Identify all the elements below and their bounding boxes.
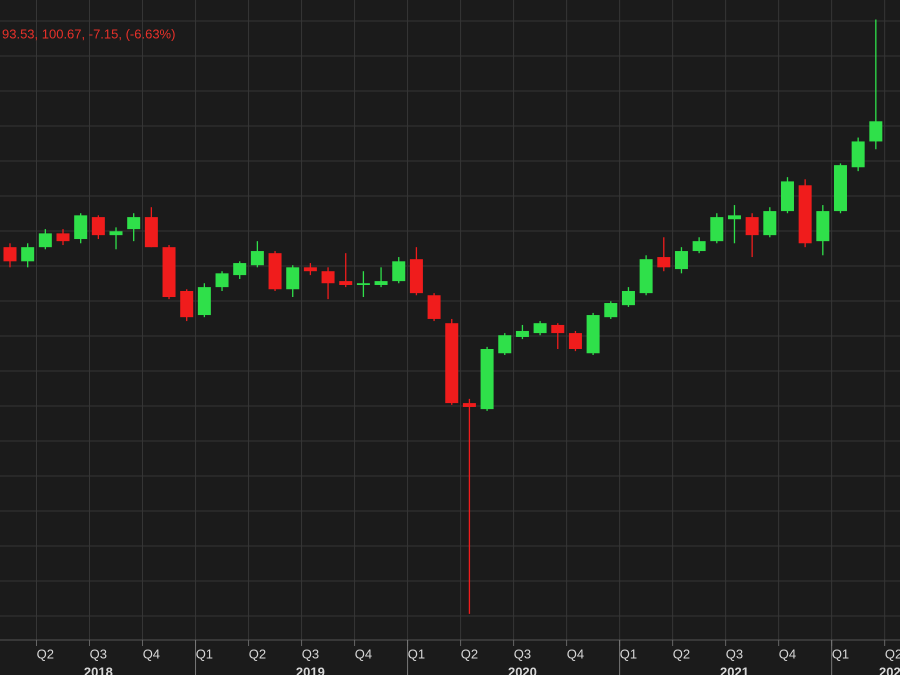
candle-body	[710, 217, 724, 242]
candle-body	[498, 335, 512, 354]
candle-body	[3, 247, 17, 262]
candle-body	[727, 215, 741, 220]
candle-body	[798, 185, 812, 244]
year-label: 2021	[720, 664, 749, 675]
candle-body	[197, 287, 211, 316]
candle-body	[533, 323, 547, 334]
x-tick-label: Q3	[302, 646, 319, 661]
x-tick-label: Q1	[620, 646, 637, 661]
candle-body	[392, 261, 406, 282]
candle-body	[74, 215, 88, 240]
candle-body	[657, 257, 671, 268]
candle-body	[233, 263, 247, 276]
x-tick-label: Q4	[567, 646, 584, 661]
candle-body	[215, 273, 229, 288]
candle-body	[109, 231, 123, 236]
candle-body	[127, 217, 141, 230]
x-tick-label: Q2	[673, 646, 690, 661]
candle-body	[586, 315, 600, 354]
candle-body	[780, 181, 794, 212]
x-tick-label: Q4	[143, 646, 160, 661]
candle-body	[180, 291, 194, 318]
candle-body	[162, 247, 176, 298]
candle-body	[869, 121, 883, 142]
x-tick-label: Q2	[249, 646, 266, 661]
candle-body	[763, 211, 777, 236]
candle-body	[745, 217, 759, 236]
candle-body	[816, 211, 830, 242]
x-tick-label: Q1	[832, 646, 849, 661]
x-tick-label: Q3	[514, 646, 531, 661]
candle-body	[604, 303, 618, 318]
candles	[3, 19, 883, 614]
year-label: 2019	[296, 664, 325, 675]
header-readout: 93.53, 100.67, -7.15, (-6.63%)	[2, 26, 175, 41]
candle-body	[851, 141, 865, 168]
x-tick-label: Q2	[461, 646, 478, 661]
candle-body	[268, 253, 282, 290]
candle-body	[674, 251, 688, 270]
candle-body	[639, 259, 653, 294]
candle-body	[551, 324, 565, 334]
x-tick-label: Q3	[726, 646, 743, 661]
year-label: 2020	[508, 664, 537, 675]
x-tick-label: Q4	[779, 646, 796, 661]
x-tick-label: Q3	[90, 646, 107, 661]
candle-body	[374, 281, 388, 285]
candle-body	[38, 233, 52, 248]
candle-body	[462, 403, 476, 407]
candle-body	[409, 259, 423, 294]
x-tick-label: Q2	[885, 646, 900, 661]
candle-body	[568, 333, 582, 349]
candle-body	[339, 281, 353, 285]
candle-body	[445, 323, 459, 404]
candle-body	[515, 330, 529, 337]
candle-body	[91, 217, 105, 236]
candle-body	[303, 267, 317, 272]
candle-body	[356, 283, 370, 285]
candle-body	[427, 295, 441, 319]
candle-body	[56, 233, 70, 242]
year-label: 2022	[879, 664, 900, 675]
candle-body	[321, 271, 335, 284]
candle-body	[250, 251, 264, 266]
x-tick-label: Q2	[37, 646, 54, 661]
candle-body	[621, 291, 635, 306]
candle-body	[144, 217, 158, 248]
candle-body	[692, 241, 706, 252]
x-tick-label: Q1	[196, 646, 213, 661]
candle-body	[286, 267, 300, 290]
candle-body	[21, 247, 35, 262]
x-axis: Q2 Q3 Q4 Q1 Q2 Q3 Q4 Q1 Q2 Q3 Q4 Q1 Q2 Q3 Q4 Q1 Q2 2018 20…	[36, 640, 900, 675]
x-tick-label: Q4	[355, 646, 372, 661]
year-label: 2018	[84, 664, 113, 675]
x-tick-label: Q1	[408, 646, 425, 661]
candle-body	[480, 348, 494, 410]
candle-body	[833, 165, 847, 212]
